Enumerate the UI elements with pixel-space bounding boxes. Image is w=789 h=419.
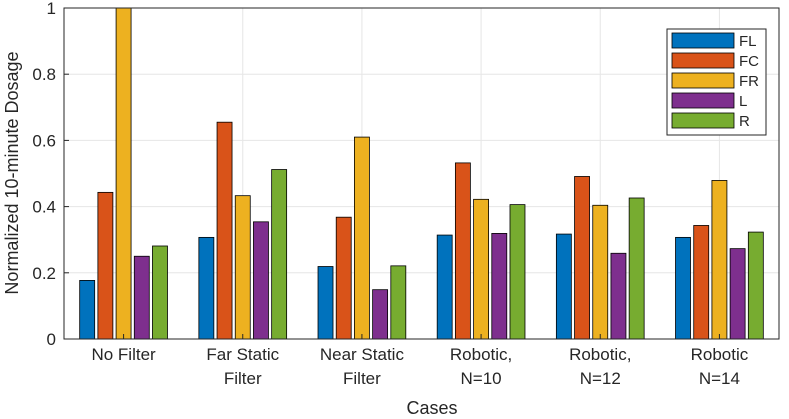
bar-fr-1 [115,7,132,340]
bar-r-2 [271,169,288,340]
legend-label-fl: FL [739,33,757,50]
bar-fl-3 [317,266,334,340]
legend-swatch-fc [671,52,735,69]
x-tick-label: N=14 [699,369,740,388]
legend-label-fc: FC [739,53,759,70]
legend-swatch-r [671,112,735,129]
legend-label-fr: FR [739,73,759,90]
bar-fc-3 [335,216,352,340]
bar-r-6 [747,231,764,340]
x-tick-label: Robotic [691,345,749,364]
x-tick-label: Robotic, [569,345,631,364]
x-tick-label: N=10 [461,369,502,388]
bar-r-1 [152,245,168,340]
bar-r-5 [628,197,645,340]
bar-l-3 [372,289,389,340]
x-tick-label: Robotic, [450,345,512,364]
bar-fl-1 [79,280,96,340]
bar-l-5 [610,252,627,340]
bars [79,7,764,340]
x-tick-label: N=12 [580,369,621,388]
bar-fr-2 [234,195,251,340]
y-tick-label: 0.4 [32,198,56,217]
x-tick-label: Filter [343,369,381,388]
bar-fr-3 [354,136,370,340]
bar-fr-5 [592,204,609,340]
x-tick-label: Far Static [206,345,279,364]
bar-fr-6 [711,180,728,340]
bar-fc-5 [574,176,590,340]
bar-fl-5 [555,233,572,340]
bar-l-6 [729,248,746,340]
bar-fl-4 [436,234,453,340]
legend-swatch-l [671,92,735,109]
bar-fr-4 [473,198,489,340]
x-tick-label: No Filter [91,345,156,364]
bar-r-3 [390,265,407,340]
bar-fl-2 [198,236,215,340]
bar-l-2 [253,221,269,340]
x-tick-label: Near Static [320,345,405,364]
y-tick-label: 0 [47,330,56,349]
y-tick-label: 1 [47,0,56,18]
legend: FL FC FR LR [666,28,767,136]
y-tick-label: 0.6 [32,131,56,150]
x-tick-label: Filter [224,369,262,388]
bar-l-4 [491,233,508,340]
plot-frame [63,7,780,340]
x-axis-title: Cases [406,398,457,418]
bar-fc-2 [216,121,233,340]
legend-swatch-fl [671,32,735,49]
bar-fc-1 [97,191,114,340]
bar-fc-6 [693,225,710,340]
legend-label-r: R [739,113,750,130]
legend-label-l: L [739,93,747,110]
bar-fl-6 [675,236,691,340]
bar-fc-4 [454,162,471,340]
y-tick-label: 0.2 [32,264,56,283]
axes [63,7,780,340]
y-tick-label: 0.8 [32,65,56,84]
legend-swatch-fr [671,72,735,89]
bar-l-1 [133,255,150,340]
bar-r-4 [509,204,526,340]
y-axis-title: Normalized 10-minute Dosage [2,51,22,294]
tick-labels: 0 0.2 0.4 0.6 0.8 1 No Filter Far Static Filter N… [32,0,748,388]
